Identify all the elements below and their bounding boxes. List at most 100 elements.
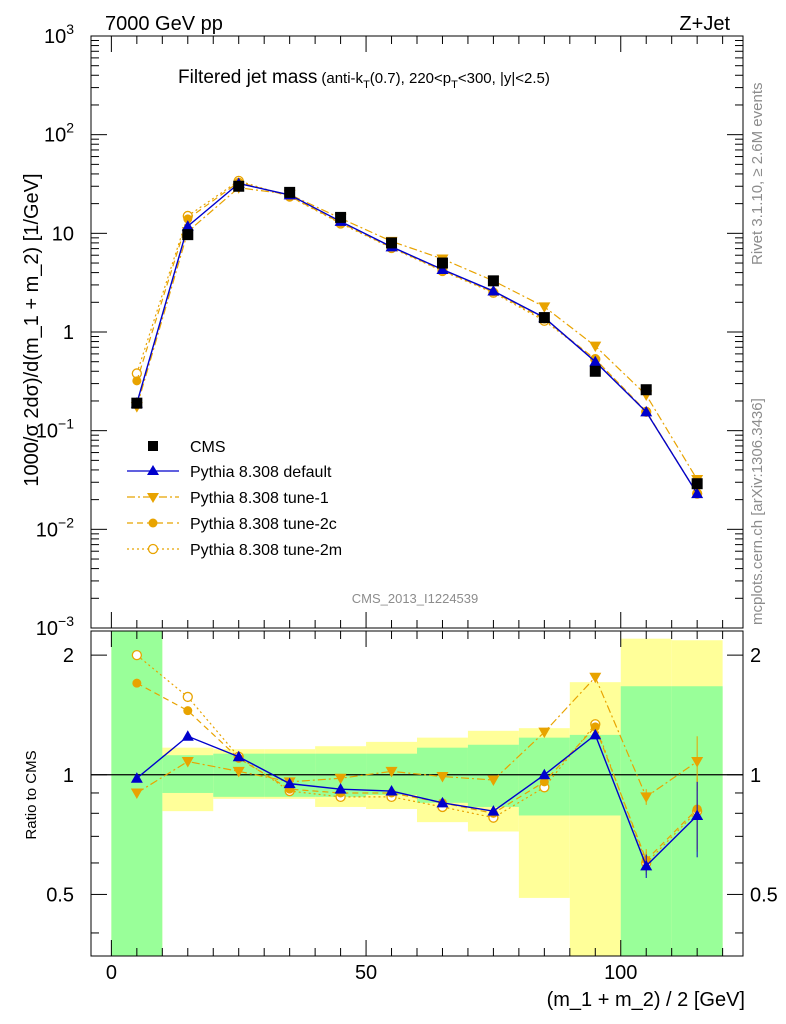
ratio-point-pythia-8-308-default [334, 783, 347, 794]
main-point-pythia-8-308-tune-1 [538, 302, 551, 313]
ratio-line-pythia-8-308-tune-2c [136, 682, 698, 862]
main-y-tick-label: 10−3 [36, 613, 74, 640]
header-process: Z+Jet [679, 13, 730, 35]
main-point-cms [436, 257, 448, 269]
ratio-panel: 0.5 0.5 1 1 2 2 0 50 100 [46, 630, 778, 984]
ratio-y-tick-label-right: 0.5 [750, 884, 778, 906]
legend-marker-tune2c [148, 518, 158, 528]
main-data-marks [130, 175, 704, 499]
ratio-y-tick-label-right: 2 [750, 645, 761, 667]
ratio-line-pythia-8-308-default [136, 733, 698, 868]
main-point-cms [284, 186, 296, 198]
main-y-tick-label: 102 [44, 120, 74, 147]
ratio-point-pythia-8-308-tune-1 [487, 775, 500, 787]
main-y-tick-label: 10−1 [36, 416, 74, 443]
main-y-tick-label: 103 [44, 21, 74, 48]
main-point-cms [233, 180, 245, 192]
main-point-pythia-8-308-default [691, 487, 704, 499]
ratio-point-pythia-8-308-tune-2c [183, 706, 193, 716]
main-point-cms [640, 384, 652, 396]
main-point-pythia-8-308-tune-2c [183, 214, 193, 224]
main-y-tick-label: 1 [63, 322, 74, 344]
plot-title: Filtered jet mass (anti-kT(0.7), 220<pT<3… [178, 67, 550, 91]
header-energy: 7000 GeV pp [105, 13, 223, 35]
legend-marker-default [147, 465, 159, 475]
main-frame [90, 35, 744, 629]
legend-label-tune2c: Pythia 8.308 tune-2c [190, 516, 337, 533]
main-point-cms [386, 237, 398, 249]
ratio-point-pythia-8-308-tune-1 [130, 788, 143, 799]
ratio-point-pythia-8-308-default [640, 859, 653, 871]
ratio-y-tick-label-right: 1 [750, 765, 761, 787]
ratio-point-pythia-8-308-tune-2c [590, 722, 600, 732]
legend-item-default: Pythia 8.308 default [127, 464, 332, 481]
main-point-cms [691, 478, 703, 490]
x-axis-title: (m_1 + m_2) / 2 [GeV] [547, 989, 745, 1011]
main-ticks: 10−3 10−2 10−1 1 10 102 103 [36, 21, 743, 640]
ratio-point-pythia-8-308-default [130, 772, 143, 783]
main-point-cms [487, 275, 499, 287]
legend: CMS Pythia 8.308 default Pythia 8.308 tu… [127, 439, 342, 559]
main-point-pythia-8-308-default [436, 263, 449, 274]
ratio-point-pythia-8-308-tune-2m [131, 649, 142, 661]
analysis-id: CMS_2013_I1224539 [352, 591, 479, 606]
ratio-y-tick-label: 0.5 [46, 884, 74, 906]
ratio-point-pythia-8-308-tune-2m [182, 691, 193, 703]
ratio-point-pythia-8-308-default [487, 805, 500, 816]
main-point-pythia-8-308-tune-2c [132, 376, 142, 386]
main-y-tick-label: 10−2 [36, 514, 74, 541]
legend-marker-tune2m [147, 543, 159, 555]
main-point-pythia-8-308-default [181, 220, 194, 231]
ratio-point-pythia-8-308-tune-1 [334, 773, 347, 785]
legend-item-tune1: Pythia 8.308 tune-1 [127, 490, 329, 507]
ratio-line-pythia-8-308-tune-1 [136, 676, 698, 798]
ratio-bands [111, 631, 723, 956]
x-tick-label: 100 [604, 962, 637, 984]
legend-item-tune2m: Pythia 8.308 tune-2m [127, 542, 342, 559]
ratio-point-pythia-8-308-tune-1 [181, 756, 194, 768]
legend-label-cms: CMS [190, 439, 226, 456]
ratio-point-pythia-8-308-default [283, 777, 296, 789]
legend-label-tune1: Pythia 8.308 tune-1 [190, 490, 329, 507]
main-line-pythia-8-308-default [136, 182, 698, 495]
legend-marker-cms [148, 441, 158, 451]
legend-label-default: Pythia 8.308 default [190, 464, 332, 481]
main-point-pythia-8-308-tune-1 [589, 341, 602, 353]
main-point-cms [131, 397, 143, 409]
ratio-point-pythia-8-308-default [538, 768, 551, 780]
ratio-point-pythia-8-308-tune-1 [691, 756, 704, 768]
main-line-pythia-8-308-tune-1 [136, 187, 698, 480]
x-tick-label: 50 [355, 962, 377, 984]
ratio-point-pythia-8-308-tune-1 [232, 766, 245, 778]
ratio-point-pythia-8-308-default [436, 796, 449, 808]
ratio-y-tick-label: 2 [63, 645, 74, 667]
ratio-point-pythia-8-308-tune-1 [538, 727, 551, 739]
main-y-axis-title: 1000/σ 2dσ)/d(m_1 + m_2) [1/GeV] [21, 173, 43, 486]
ratio-point-pythia-8-308-default [589, 728, 602, 740]
ratio-point-pythia-8-308-default [232, 750, 245, 762]
ratio-point-pythia-8-308-tune-2c [539, 777, 549, 787]
main-panel: 10−3 10−2 10−1 1 10 102 103 [36, 21, 744, 640]
ratio-point-pythia-8-308-tune-1 [385, 766, 398, 778]
main-point-cms [182, 229, 194, 241]
ratio-ticks: 0.5 0.5 1 1 2 2 0 50 100 [46, 631, 778, 984]
ratio-point-pythia-8-308-tune-1 [589, 672, 602, 684]
x-tick-label: 0 [106, 962, 117, 984]
main-point-cms [589, 365, 601, 377]
legend-item-cms: CMS [148, 439, 226, 456]
ratio-point-pythia-8-308-tune-2c [132, 678, 142, 688]
ratio-y-axis-title: Ratio to CMS [23, 750, 40, 839]
main-point-cms [335, 211, 347, 223]
main-point-pythia-8-308-default [487, 285, 500, 296]
legend-marker-tune1 [147, 493, 159, 503]
ratio-point-pythia-8-308-default [691, 809, 704, 820]
main-point-pythia-8-308-default [640, 405, 653, 417]
ratio-line-pythia-8-308-tune-2m [136, 654, 698, 865]
ratio-point-pythia-8-308-default [385, 785, 398, 796]
mcplots-label: mcplots.cern.ch [arXiv:1306.3436] [749, 398, 766, 625]
ratio-data-marks [130, 649, 704, 878]
ratio-y-tick-label: 1 [63, 765, 74, 787]
ratio-point-pythia-8-308-tune-1 [640, 792, 653, 803]
rivet-label: Rivet 3.1.10, ≥ 2.6M events [749, 83, 766, 266]
